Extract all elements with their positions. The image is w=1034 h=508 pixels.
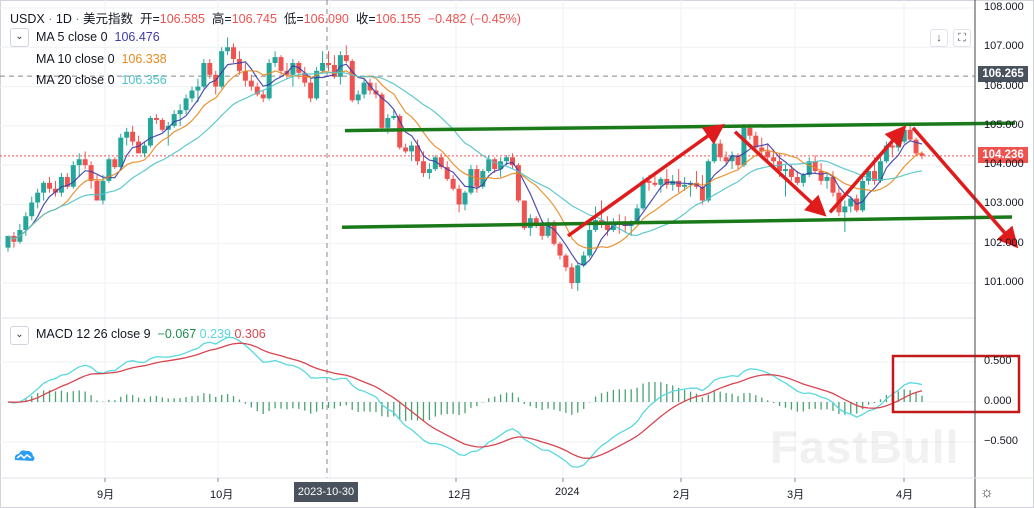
macd-tick: −0.500 — [984, 435, 1018, 447]
ma5-value: 106.476 — [114, 30, 160, 44]
collapse-legend-button[interactable]: ⌄ — [10, 28, 29, 47]
time-tick: 2024 — [555, 486, 580, 498]
time-tick: 9月 — [97, 489, 115, 501]
ma20-label: MA 20 close 0 — [36, 73, 115, 87]
scroll-to-latest-button[interactable]: ↓ — [930, 29, 948, 47]
trend-annotations — [341, 121, 1019, 249]
ma10-label: MA 10 close 0 — [36, 52, 115, 66]
fullscreen-button[interactable]: ⛶ — [953, 29, 971, 47]
time-tick: 2月 — [673, 489, 691, 501]
collapse-macd-button[interactable]: ⌄ — [10, 326, 29, 345]
moving-averages — [7, 61, 923, 266]
ma5-legend[interactable]: MA 5 close 0 106.476 — [36, 30, 160, 44]
price-tick: 105.000 — [984, 118, 1024, 131]
ma10-legend[interactable]: MA 10 close 0 106.338 — [36, 52, 167, 66]
separator: · — [75, 12, 80, 26]
time-tick: 10月 — [210, 489, 234, 501]
chevron-down-icon: ⌄ — [15, 31, 24, 42]
macd-legend[interactable]: MACD 12 26 close 9 −0.067 0.239 0.306 — [36, 327, 266, 341]
symbol-header: USDX · 1D · 美元指数 开=106.585 高=106.745 低=1… — [10, 8, 521, 27]
crosshair — [0, 0, 975, 478]
price-tick: 106.000 — [984, 79, 1024, 92]
ma20-value: 106.356 — [121, 73, 167, 87]
change-percent: (−0.45%) — [469, 12, 521, 26]
price-tick: 104.000 — [984, 158, 1024, 171]
crosshair-date-tag: 2023-10-30 — [294, 482, 358, 502]
crosshair-price-tag: 106.265 — [978, 66, 1028, 82]
symbol[interactable]: USDX — [10, 12, 45, 26]
arrow-down-icon: ↓ — [936, 32, 942, 44]
high-value: 106.745 — [231, 12, 277, 26]
cloud-logo-icon — [14, 450, 35, 461]
settings-button[interactable]: ☼ — [980, 484, 994, 501]
low-value: 106.090 — [303, 12, 349, 26]
time-tick: 3月 — [787, 489, 805, 501]
logo[interactable] — [12, 446, 36, 464]
high-label: 高= — [211, 12, 232, 26]
close-label: 收= — [355, 12, 376, 26]
close-value: 106.155 — [375, 12, 421, 26]
ma10-value: 106.338 — [121, 52, 167, 66]
macd-value: 0.239 — [199, 327, 231, 341]
price-tick: 103.000 — [984, 197, 1024, 210]
macd-hist-value: −0.067 — [157, 327, 197, 341]
ma20-legend[interactable]: MA 20 close 0 106.356 — [36, 73, 167, 87]
macd-signal-value: 0.306 — [234, 327, 266, 341]
gear-icon: ☼ — [980, 484, 994, 501]
last-price-tag: 104.236 — [978, 147, 1028, 163]
ma5-label: MA 5 close 0 — [36, 30, 108, 44]
macd-tick: 0.000 — [984, 395, 1012, 407]
price-tick: 101.000 — [984, 276, 1024, 289]
macd-tick: 0.500 — [984, 355, 1012, 367]
open-value: 106.585 — [159, 12, 205, 26]
change-value: −0.482 — [427, 12, 467, 26]
time-tick: 12月 — [448, 489, 472, 501]
interval[interactable]: 1D — [55, 12, 72, 26]
open-label: 开= — [139, 12, 160, 26]
watermark: FastBull — [770, 421, 960, 473]
price-tick: 108.000 — [984, 1, 1024, 13]
price-tick: 102.000 — [984, 236, 1024, 249]
macd-label: MACD 12 26 close 9 — [36, 327, 151, 341]
macd-pane — [7, 336, 1021, 468]
time-tick: 4月 — [896, 489, 914, 501]
chevron-down-icon: ⌄ — [15, 329, 24, 340]
fullscreen-icon: ⛶ — [958, 32, 966, 44]
separator: · — [48, 12, 53, 26]
grid-lines — [0, 0, 975, 478]
price-tick: 107.000 — [984, 40, 1024, 53]
low-label: 低= — [283, 12, 304, 26]
instrument-name: 美元指数 — [83, 12, 134, 26]
